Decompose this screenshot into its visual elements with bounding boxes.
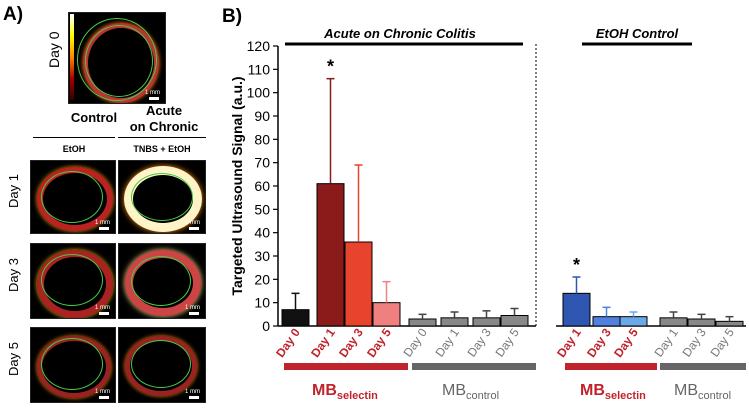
bar-etoh-selectin-day1 <box>562 292 591 327</box>
mb-control-label-2: MBcontrol <box>674 382 731 402</box>
bar-acute-control-day1 <box>440 317 469 327</box>
y-tick-label: 40 <box>254 225 270 241</box>
control-rule <box>33 137 115 138</box>
group2-title: EtOH Control <box>596 26 679 41</box>
etoh-sub: EtOH <box>62 144 86 154</box>
bar-etoh-selectin-day5 <box>619 316 648 327</box>
us-image-day0: 1 mm <box>68 12 166 104</box>
significance-star: * <box>327 57 334 77</box>
y-tick-label: 90 <box>254 108 270 124</box>
y-tick-label: 110 <box>248 61 271 77</box>
mb-selectin-bar-1 <box>284 363 408 370</box>
scale-bar <box>149 97 159 100</box>
bar-etoh-control-day1 <box>659 317 688 327</box>
tnbs-sub: TNBS + EtOH <box>133 144 191 154</box>
y-tick-label: 100 <box>247 85 271 101</box>
bar-etoh-control-day3 <box>687 318 716 327</box>
acute-header-line1: Acute <box>145 103 183 118</box>
us-image-acute-day1: 1 mm <box>118 160 206 234</box>
x-tick-label: Day 3 <box>680 325 710 359</box>
x-tick-label: Day 3 <box>336 325 366 360</box>
bar-etoh-selectin-day3 <box>592 316 621 327</box>
x-tick-label: Day 1 <box>308 325 338 360</box>
acute-header-line2: on Chronic <box>129 119 199 134</box>
mb-control-bar-2 <box>660 363 746 370</box>
mb-control-bar-1 <box>412 363 536 370</box>
scale-text: 1 mm <box>145 90 160 96</box>
y-tick-label: 0 <box>262 318 270 334</box>
control-header: Control <box>70 110 118 125</box>
y-tick-label: 10 <box>254 295 270 311</box>
y-tick-label: 120 <box>247 38 271 54</box>
mb-selectin-label-1: MBselectin <box>312 382 378 402</box>
x-tick-label: Day 5 <box>611 325 641 360</box>
us-image-acute-day3: 1 mm <box>118 243 206 319</box>
y-tick-label: 20 <box>254 271 270 287</box>
x-tick-label: Day 3 <box>584 325 614 360</box>
us-image-control-day1: 1 mm <box>30 160 116 234</box>
y-tick-label: 60 <box>254 178 270 194</box>
x-tick-label: Day 5 <box>364 325 394 360</box>
bar-acute-selectin-day5 <box>372 302 401 327</box>
mb-control-label-1: MBcontrol <box>442 382 499 402</box>
x-tick-label: Day 1 <box>433 325 463 359</box>
bar-acute-control-day5 <box>500 315 529 327</box>
y-tick-label: 30 <box>254 248 270 264</box>
us-image-acute-day5: 1 mm <box>118 327 206 403</box>
y-tick-label: 80 <box>254 131 270 147</box>
us-image-control-day5: 1 mm <box>30 327 116 403</box>
bar-acute-control-day0 <box>408 318 437 327</box>
mb-selectin-bar-2 <box>565 363 657 370</box>
bar-acute-control-day3 <box>472 317 501 327</box>
x-tick-label: Day 1 <box>554 325 584 360</box>
colorbar <box>70 14 74 100</box>
x-tick-label: Day 5 <box>493 325 523 359</box>
us-image-control-day3: 1 mm <box>30 243 116 319</box>
y-tick-label: 70 <box>254 155 270 171</box>
bar-acute-selectin-day0 <box>281 309 310 327</box>
panel-b-label: B) <box>222 6 242 27</box>
y-tick-label: 50 <box>254 201 270 217</box>
mb-selectin-label-2: MBselectin <box>580 382 646 402</box>
x-tick-label: Day 0 <box>401 325 431 359</box>
x-tick-label: Day 1 <box>652 325 682 359</box>
panel-a-label: A) <box>3 4 24 25</box>
acute-rule <box>118 137 206 138</box>
x-tick-label: Day 3 <box>465 325 495 359</box>
bar-acute-selectin-day1 <box>316 183 345 327</box>
x-tick-label: Day 0 <box>273 325 303 360</box>
bar-acute-selectin-day3 <box>344 241 373 327</box>
x-tick-label: Day 5 <box>708 325 738 359</box>
bar-etoh-control-day5 <box>715 320 744 327</box>
significance-star: * <box>573 255 580 275</box>
group1-title: Acute on Chronic Colitis <box>323 26 476 41</box>
y-axis-label: Targeted Ultrasound Signal (a.u.) <box>229 76 245 295</box>
